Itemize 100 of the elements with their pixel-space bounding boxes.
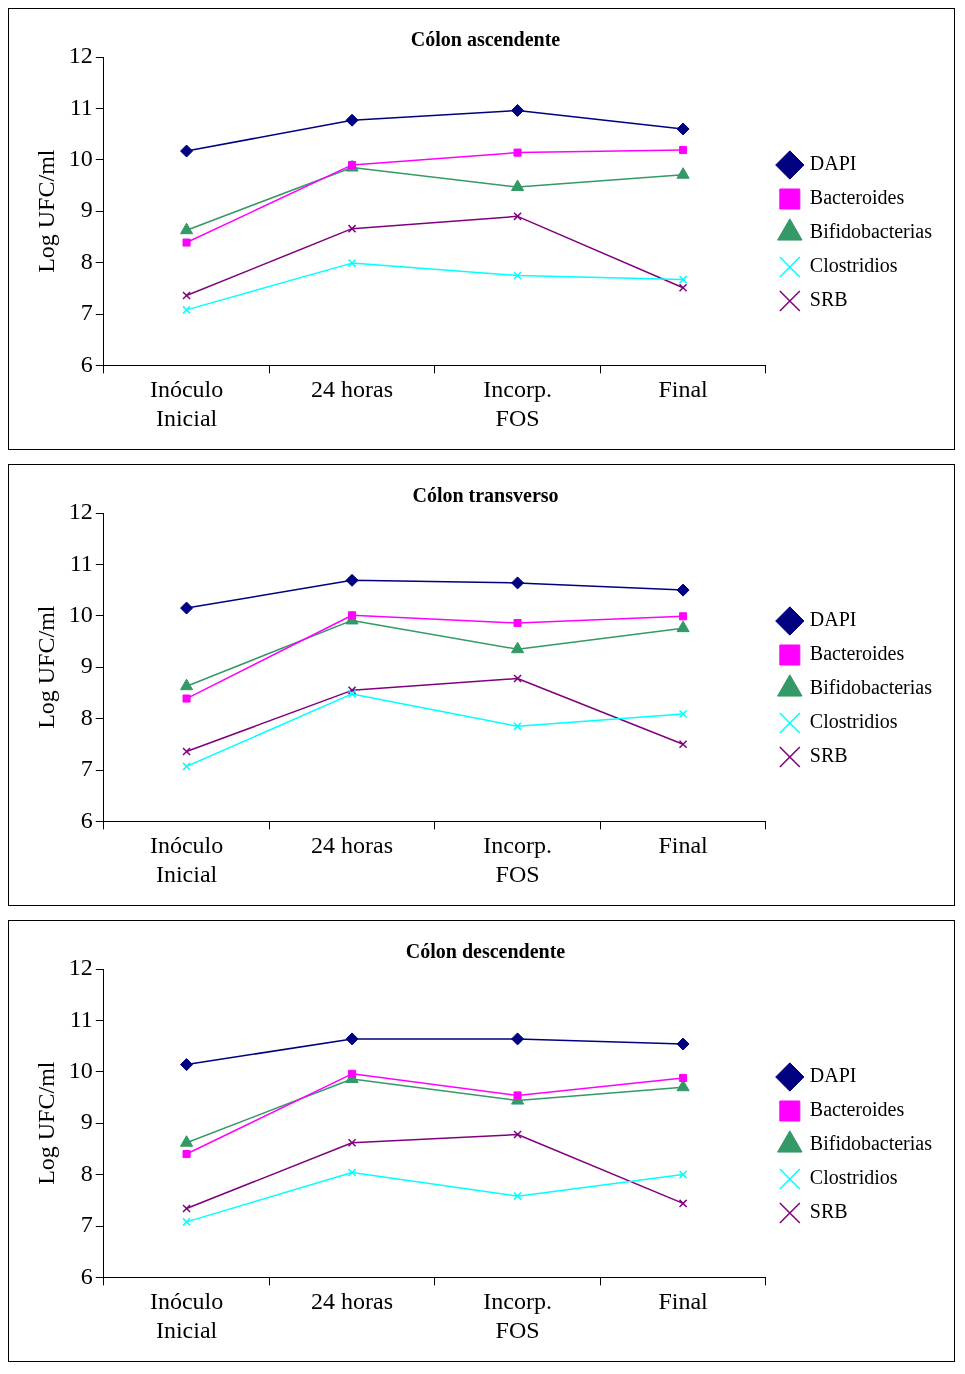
y-tick-label: 7 — [80, 755, 93, 782]
legend-label: SRB — [809, 288, 848, 311]
y-tick-label: 7 — [80, 299, 93, 326]
point — [182, 694, 191, 703]
y-tick-label: 11 — [69, 1005, 93, 1032]
point — [180, 144, 194, 158]
point — [182, 305, 191, 315]
chart-title: Cólon ascendente — [410, 28, 561, 51]
point — [676, 122, 690, 136]
y-tick-label: 8 — [80, 247, 93, 274]
point — [676, 620, 690, 633]
x-tick-label: 24 horas — [311, 832, 394, 859]
legend-label: DAPI — [809, 152, 857, 175]
point — [345, 1032, 359, 1046]
point — [511, 179, 525, 192]
point — [345, 573, 359, 587]
legend-label: Bifidobacterias — [809, 676, 933, 699]
legend-label: Bacteroides — [809, 642, 905, 665]
y-axis-title: Log UFC/ml — [32, 605, 59, 729]
y-tick-label: 12 — [68, 498, 93, 525]
x-tick-label: 24 horas — [311, 376, 394, 403]
x-tick-label: 24 horas — [311, 1288, 394, 1315]
point — [513, 1130, 522, 1139]
point — [347, 1168, 357, 1177]
y-tick-label: 6 — [80, 350, 93, 377]
point — [182, 238, 191, 247]
point — [345, 113, 359, 127]
point — [678, 740, 688, 749]
point — [676, 1037, 690, 1051]
x-tick-label: Incorp. FOS — [483, 1288, 552, 1343]
point — [676, 167, 690, 179]
x-tick-label: Inóculo Inicial — [149, 376, 224, 431]
point — [347, 258, 357, 268]
x-tick-label: Final — [658, 1288, 709, 1315]
point — [347, 689, 357, 699]
y-tick-label: 12 — [68, 42, 93, 69]
point — [511, 1032, 525, 1046]
y-axis-title: Log UFC/ml — [32, 1061, 59, 1185]
point — [347, 1138, 357, 1148]
legend-label: DAPI — [809, 608, 857, 631]
point — [511, 576, 525, 590]
y-tick-label: 10 — [68, 1057, 93, 1084]
legend-label: DAPI — [809, 1064, 857, 1087]
x-tick-label: Inóculo Inicial — [149, 832, 224, 887]
y-tick-label: 6 — [80, 1262, 93, 1289]
y-tick-label: 11 — [69, 549, 93, 576]
point — [513, 618, 522, 628]
point — [513, 212, 522, 221]
point — [182, 747, 191, 756]
chart-title: Cólon descendente — [405, 940, 566, 963]
y-tick-label: 9 — [80, 1108, 93, 1135]
legend-label: Bacteroides — [809, 1098, 905, 1121]
x-tick-label: Final — [658, 832, 709, 859]
point — [182, 1217, 191, 1227]
point — [678, 275, 688, 284]
point — [679, 1073, 688, 1082]
point — [182, 291, 191, 300]
point — [513, 722, 522, 731]
point — [348, 611, 357, 620]
point — [513, 1191, 522, 1201]
legend-label: Bacteroides — [809, 186, 905, 209]
point — [678, 1199, 688, 1208]
y-tick-label: 8 — [80, 703, 93, 730]
x-tick-label: Incorp. FOS — [483, 376, 552, 431]
y-tick-label: 8 — [80, 1159, 93, 1186]
point — [679, 146, 688, 155]
point — [180, 1058, 194, 1072]
x-tick-label: Inóculo Inicial — [149, 1288, 224, 1343]
x-tick-label: Final — [658, 376, 709, 403]
y-tick-label: 9 — [80, 652, 93, 679]
point — [182, 1150, 191, 1159]
point — [678, 283, 688, 293]
y-tick-label: 11 — [69, 93, 93, 120]
point — [182, 1204, 191, 1213]
point — [511, 103, 525, 117]
legend-label: SRB — [809, 1200, 848, 1223]
point — [513, 674, 522, 683]
point — [348, 1069, 357, 1078]
point — [182, 762, 191, 771]
point — [180, 601, 194, 615]
point — [179, 222, 194, 235]
point — [513, 148, 522, 157]
point — [676, 583, 690, 597]
y-tick-label: 9 — [80, 196, 93, 223]
point — [179, 678, 194, 691]
y-tick-label: 7 — [80, 1211, 93, 1238]
point — [347, 686, 357, 695]
y-tick-label: 10 — [68, 145, 93, 172]
x-tick-label: Incorp. FOS — [483, 832, 552, 887]
legend-label: Bifidobacterias — [809, 220, 933, 243]
legend-label: Clostridios — [809, 710, 898, 733]
point — [513, 271, 522, 280]
point — [513, 1091, 522, 1100]
legend-label: Clostridios — [809, 1166, 898, 1189]
y-tick-label: 12 — [68, 954, 93, 981]
chart-title: Cólon transverso — [412, 484, 559, 507]
point — [511, 641, 525, 654]
legend-label: Bifidobacterias — [809, 1132, 933, 1155]
point — [347, 224, 357, 233]
point — [679, 612, 688, 621]
